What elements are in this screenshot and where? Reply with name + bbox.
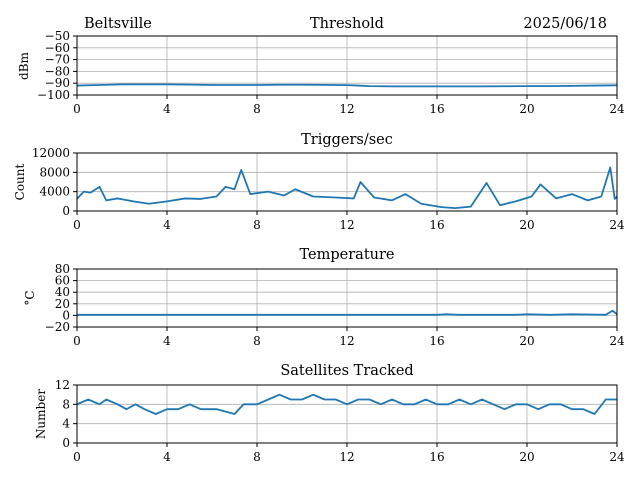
y-tick-label: 12000 — [32, 146, 70, 160]
series-line — [77, 309, 618, 316]
x-tick-label: 16 — [429, 102, 444, 116]
y-tick-label: 80 — [55, 262, 70, 276]
x-tick-label: 24 — [609, 450, 625, 464]
x-tick-label: 24 — [609, 334, 625, 348]
x-tick-label: 16 — [429, 334, 444, 348]
x-tick-label: 4 — [163, 450, 171, 464]
panel-title: Threshold — [310, 16, 384, 32]
panel-title: Satellites Tracked — [280, 363, 413, 379]
y-tick-label: 8000 — [39, 165, 70, 179]
y-axis-label: Count — [13, 163, 27, 200]
y-tick-label: −100 — [37, 88, 70, 102]
panel-title: Triggers/sec — [301, 132, 393, 148]
x-tick-label: 4 — [163, 218, 171, 232]
x-tick-label: 4 — [163, 102, 171, 116]
x-tick-label: 16 — [429, 218, 444, 232]
x-tick-label: 0 — [73, 334, 81, 348]
x-tick-label: 8 — [253, 218, 261, 232]
y-tick-label: −20 — [45, 320, 70, 334]
station-name: Beltsville — [84, 16, 152, 32]
series-line — [76, 393, 617, 415]
y-tick-label: 20 — [55, 297, 70, 311]
y-tick-label: 4 — [62, 417, 70, 431]
y-tick-label: −90 — [45, 76, 70, 90]
y-tick-label: 0 — [62, 436, 70, 450]
y-tick-label: 40 — [55, 285, 70, 299]
y-tick-label: 0 — [62, 308, 70, 322]
x-tick-label: 20 — [519, 218, 534, 232]
y-tick-label: −80 — [45, 64, 70, 78]
x-tick-label: 4 — [163, 334, 171, 348]
y-tick-label: −50 — [45, 29, 70, 43]
x-tick-label: 8 — [253, 334, 261, 348]
x-tick-label: 20 — [519, 334, 534, 348]
x-tick-label: 12 — [339, 102, 354, 116]
report-date: 2025/06/18 — [523, 16, 607, 32]
x-tick-label: 12 — [339, 450, 354, 464]
x-tick-label: 24 — [609, 102, 625, 116]
y-tick-label: 12 — [55, 378, 70, 392]
x-tick-label: 0 — [73, 102, 81, 116]
x-tick-label: 20 — [519, 450, 534, 464]
series-line — [76, 83, 618, 88]
x-tick-label: 12 — [339, 334, 354, 348]
y-axis-label: dBm — [17, 51, 31, 80]
x-tick-label: 0 — [73, 450, 81, 464]
x-tick-label: 0 — [73, 218, 81, 232]
x-tick-label: 12 — [339, 218, 354, 232]
x-tick-label: 16 — [429, 450, 444, 464]
y-tick-label: 8 — [62, 397, 70, 411]
y-axis-label: Number — [34, 389, 48, 439]
y-tick-label: −70 — [45, 53, 70, 67]
y-tick-label: 0 — [62, 204, 70, 218]
x-tick-label: 8 — [253, 450, 261, 464]
y-axis-label: °C — [23, 290, 37, 305]
panel-title: Temperature — [300, 247, 395, 263]
x-tick-label: 8 — [253, 102, 261, 116]
y-tick-label: 4000 — [39, 185, 70, 199]
x-tick-label: 20 — [519, 102, 534, 116]
y-tick-label: −60 — [45, 41, 70, 55]
y-tick-label: 60 — [55, 274, 70, 288]
series-line — [76, 166, 618, 210]
panel-triggers: Triggers/sec Count 0 4 8 12 16 20 24 0 4000 8000 1… — [13, 132, 625, 232]
panel-threshold: Threshold dBm 0 4 8 12 16 20 24 −100−90−80−70−6… — [17, 16, 625, 116]
x-tick-label: 24 — [609, 218, 625, 232]
panel-satellites: Satellites Tracked Number 0 4 8 12 16 20 24 0 4 8… — [34, 363, 625, 464]
